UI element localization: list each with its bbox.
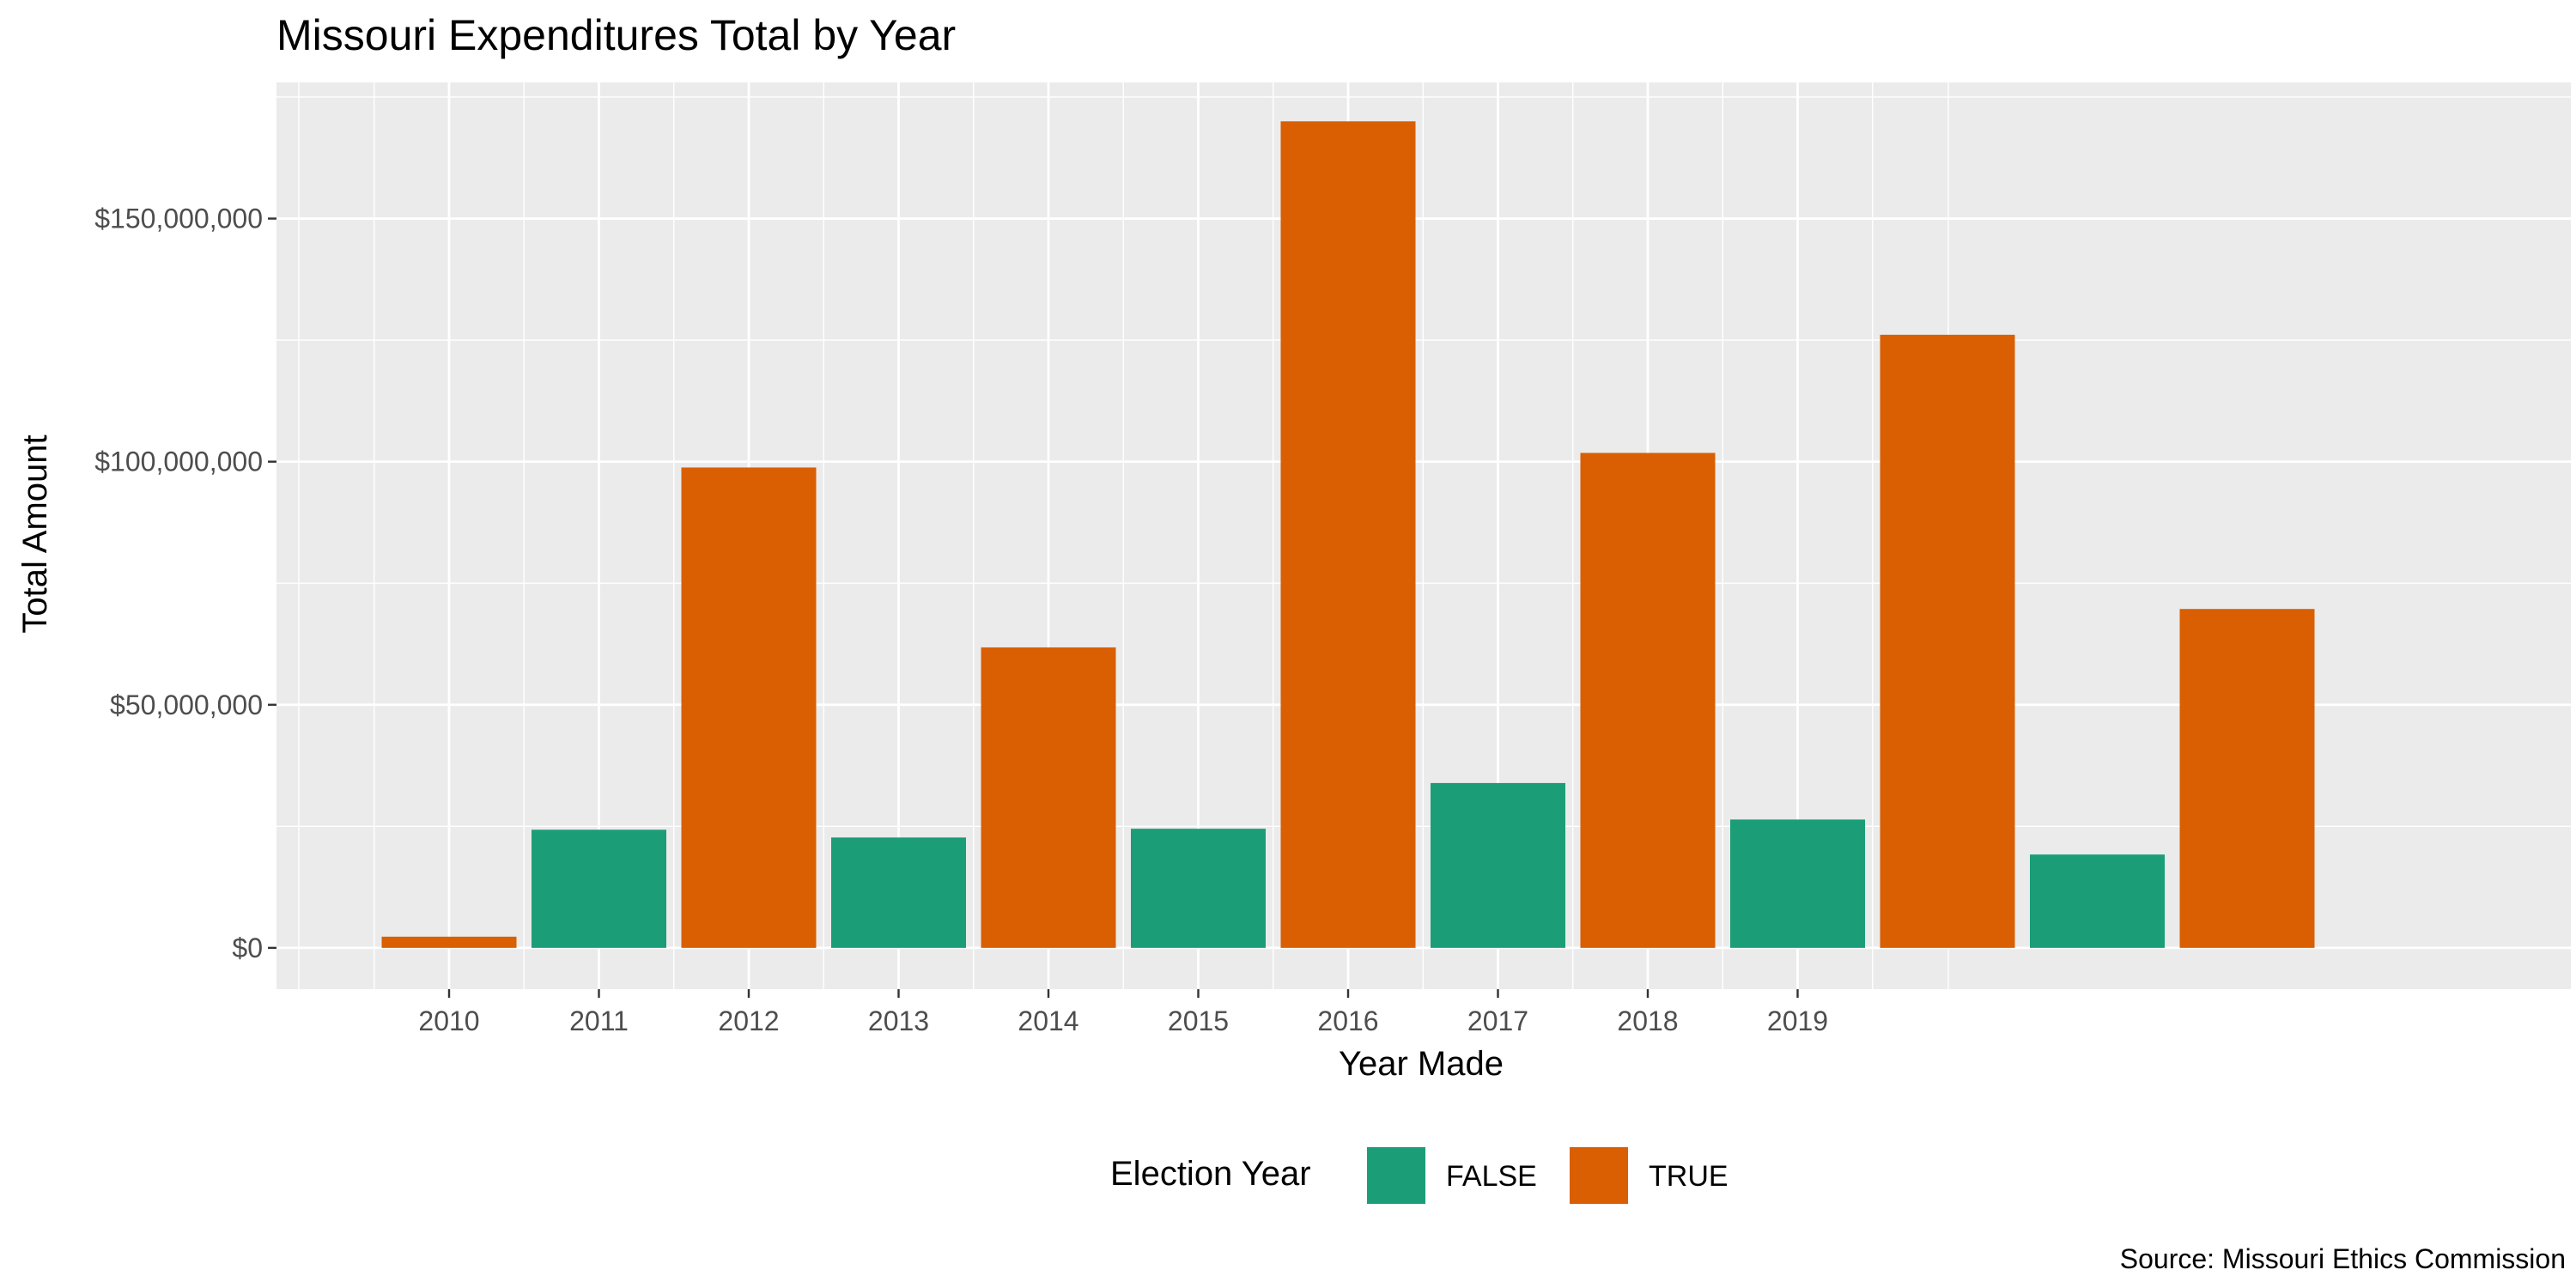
x-tick-label: 2014 <box>1018 1005 1078 1036</box>
x-tick-label: 2019 <box>1767 1005 1828 1036</box>
bar <box>2179 609 2315 948</box>
x-tick-label: 2013 <box>868 1005 929 1036</box>
bar <box>1431 782 1565 948</box>
y-tick-label: $50,000,000 <box>110 690 263 720</box>
x-tick-label: 2016 <box>1317 1005 1378 1036</box>
x-axis-title: Year Made <box>1339 1045 1504 1083</box>
x-tick-label: 2011 <box>569 1005 629 1036</box>
bar <box>381 936 517 948</box>
x-tick-label: 2018 <box>1617 1005 1678 1036</box>
y-tick-label: $150,000,000 <box>94 204 263 234</box>
legend-swatch-false <box>1367 1147 1425 1204</box>
bar <box>1131 829 1266 948</box>
x-tick-label: 2012 <box>718 1005 779 1036</box>
y-tick-label: $100,000,000 <box>94 447 263 477</box>
bar <box>2030 854 2165 948</box>
bar <box>1580 453 1716 948</box>
y-axis-title: Total Amount <box>16 434 54 633</box>
x-tick-label: 2017 <box>1467 1005 1528 1036</box>
chart-title: Missouri Expenditures Total by Year <box>276 11 956 59</box>
caption: Source: Missouri Ethics Commission <box>2120 1243 2566 1274</box>
x-tick-label: 2015 <box>1168 1005 1229 1036</box>
plot-area <box>276 82 2571 989</box>
bar <box>1730 819 1865 948</box>
legend-swatch-true <box>1570 1147 1628 1204</box>
x-axis-ticks: 2010 2011 2012 2013 2014 2015 2016 2017 2018 2019 <box>418 989 1828 1036</box>
y-axis-ticks: $0 $50,000,000 $100,000,000 $150,000,000 <box>94 204 276 963</box>
legend-label-true: TRUE <box>1649 1160 1728 1193</box>
bar <box>831 837 966 948</box>
bar <box>1880 334 2015 948</box>
legend: Election Year FALSE TRUE <box>1110 1147 1728 1204</box>
legend-title: Election Year <box>1110 1155 1311 1193</box>
bar <box>532 829 666 948</box>
bar <box>981 647 1116 948</box>
y-tick-label: $0 <box>232 933 263 963</box>
legend-label-false: FALSE <box>1446 1160 1537 1193</box>
x-tick-label: 2010 <box>418 1005 479 1036</box>
bar <box>1280 121 1416 948</box>
bar <box>681 467 817 948</box>
